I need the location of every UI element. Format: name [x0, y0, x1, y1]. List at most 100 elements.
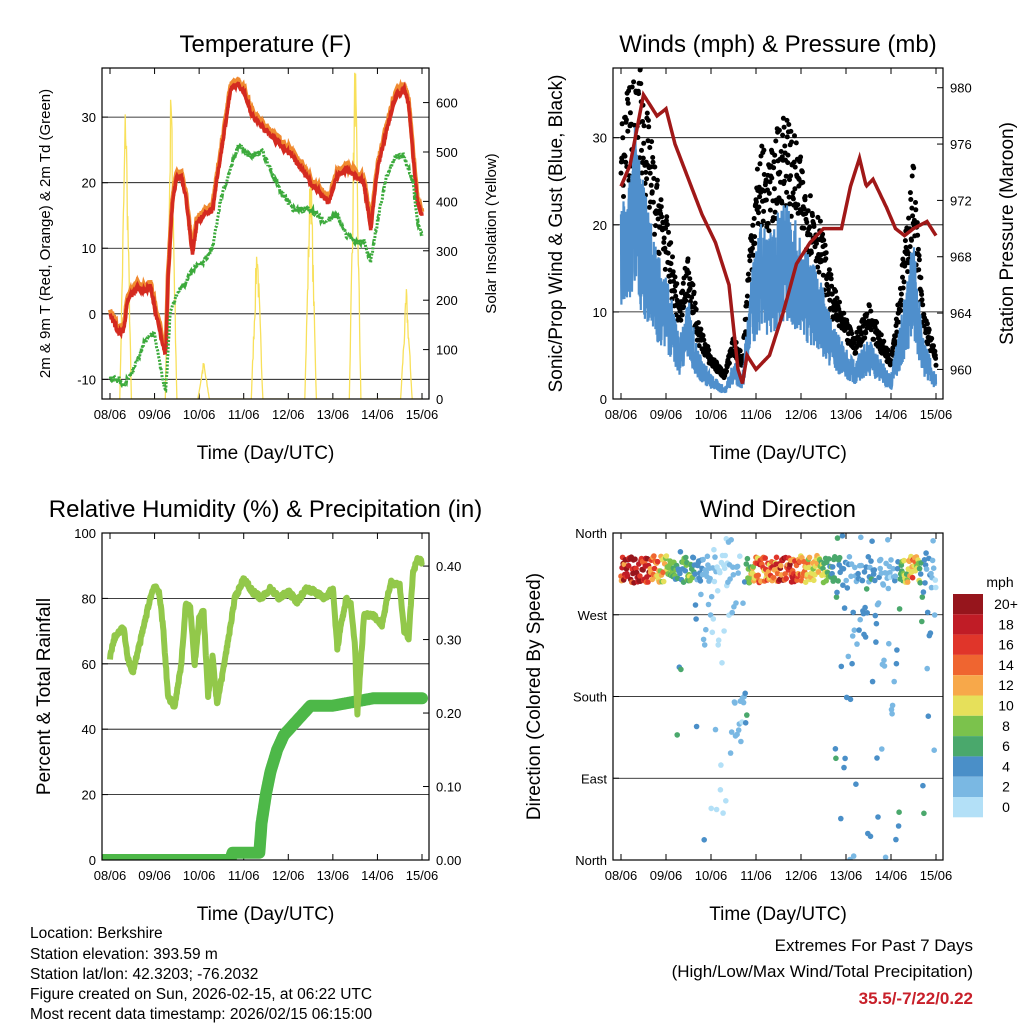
- direction-point: [921, 810, 927, 817]
- direction-point: [711, 578, 718, 585]
- direction-point: [893, 836, 899, 843]
- gust-point: [905, 269, 911, 275]
- direction-point: [737, 553, 743, 559]
- y-tick-label: 20: [593, 218, 607, 233]
- gust-point: [807, 193, 813, 199]
- gust-point: [646, 204, 652, 210]
- y-tick-label: 60: [82, 657, 96, 672]
- x-tick-label: 13/06: [830, 868, 863, 883]
- gust-point: [695, 320, 701, 326]
- direction-point: [919, 594, 926, 600]
- footer-latlon: Station lat/lon: 42.3203; -76.2032: [30, 966, 258, 983]
- gust-point: [747, 258, 753, 264]
- direction-point: [715, 642, 721, 648]
- x-tick-label: 12/06: [785, 868, 818, 883]
- legend-label: 18: [998, 616, 1014, 632]
- direction-point: [723, 798, 729, 804]
- extremes-title: Extremes For Past 7 Days: [775, 936, 973, 955]
- direction-point: [885, 537, 891, 543]
- gust-point: [802, 194, 808, 199]
- gust-point: [771, 159, 777, 165]
- direction-point: [773, 554, 780, 561]
- x-tick-label: 09/06: [138, 407, 171, 422]
- plot-area: [618, 21, 939, 394]
- gust-point: [926, 327, 932, 333]
- x-tick-label: 11/06: [228, 868, 260, 883]
- legend-label: 6: [1002, 738, 1010, 754]
- gust-point: [658, 197, 664, 203]
- gust-point: [836, 306, 842, 312]
- direction-point: [663, 553, 670, 559]
- gust-point: [631, 79, 637, 85]
- gust-point: [638, 81, 644, 87]
- direction-point: [649, 576, 656, 583]
- gust-point: [821, 237, 827, 243]
- direction-point: [846, 554, 853, 560]
- gust-point: [654, 177, 660, 183]
- x-tick-label: 15/06: [406, 407, 439, 422]
- direction-point: [929, 557, 936, 564]
- legend-label: 14: [998, 657, 1014, 673]
- x-tick-label: 15/06: [920, 407, 953, 422]
- gust-point: [933, 362, 939, 368]
- direction-point: [849, 660, 855, 667]
- direction-point: [624, 573, 631, 579]
- gust-point: [815, 264, 821, 270]
- gust-point: [641, 123, 647, 129]
- gust-point: [826, 267, 832, 273]
- legend-swatch: [953, 695, 983, 716]
- gust-point: [672, 274, 678, 280]
- gust-point: [918, 275, 924, 281]
- gust-point: [746, 276, 752, 282]
- direction-point: [712, 554, 718, 560]
- direction-point: [651, 553, 657, 559]
- direction-point: [843, 577, 849, 584]
- gust-point: [654, 182, 660, 188]
- gust-point: [799, 169, 805, 175]
- gust-point: [698, 326, 704, 332]
- direction-point: [840, 566, 847, 572]
- direction-point: [875, 814, 881, 820]
- gust-point: [666, 229, 671, 235]
- gust-point: [652, 164, 658, 170]
- direction-point: [729, 609, 735, 616]
- gust-point: [681, 304, 687, 310]
- y-tick-label: West: [578, 608, 608, 623]
- direction-point: [838, 663, 845, 670]
- gust-point: [631, 21, 636, 26]
- direction-point: [832, 554, 838, 560]
- gust-point: [737, 348, 743, 354]
- gust-point: [871, 336, 877, 342]
- gust-point: [637, 68, 643, 71]
- direction-point: [850, 853, 857, 859]
- y-tick-label: North: [575, 526, 607, 541]
- gust-point: [807, 232, 813, 238]
- direction-point: [886, 640, 892, 647]
- chart-title: Temperature (F): [179, 31, 351, 58]
- gust-point: [810, 213, 815, 219]
- gust-point: [808, 250, 814, 256]
- gust-point: [829, 283, 835, 289]
- gust-point: [931, 343, 936, 349]
- y-axis-label: Percent & Total Rainfall: [34, 598, 55, 795]
- gust-point: [663, 218, 669, 224]
- gust-point: [909, 173, 915, 179]
- direction-point: [896, 606, 903, 612]
- direction-point: [741, 579, 748, 585]
- gust-point: [692, 300, 698, 306]
- direction-point: [701, 642, 708, 648]
- gust-point: [789, 139, 795, 145]
- y-tick-label: 0: [89, 853, 96, 868]
- gust-point: [756, 204, 762, 210]
- x-tick-label: 08/06: [94, 407, 127, 422]
- direction-point: [701, 837, 707, 843]
- x-tick-label: 13/06: [317, 868, 350, 883]
- gust-point: [898, 308, 904, 313]
- y-tick-label: 40: [82, 722, 96, 737]
- gust-point: [860, 323, 866, 329]
- gust-point: [643, 169, 649, 175]
- gust-point: [625, 96, 630, 102]
- gust-point: [784, 134, 790, 140]
- gust-point: [641, 140, 647, 146]
- gust-point: [683, 298, 689, 304]
